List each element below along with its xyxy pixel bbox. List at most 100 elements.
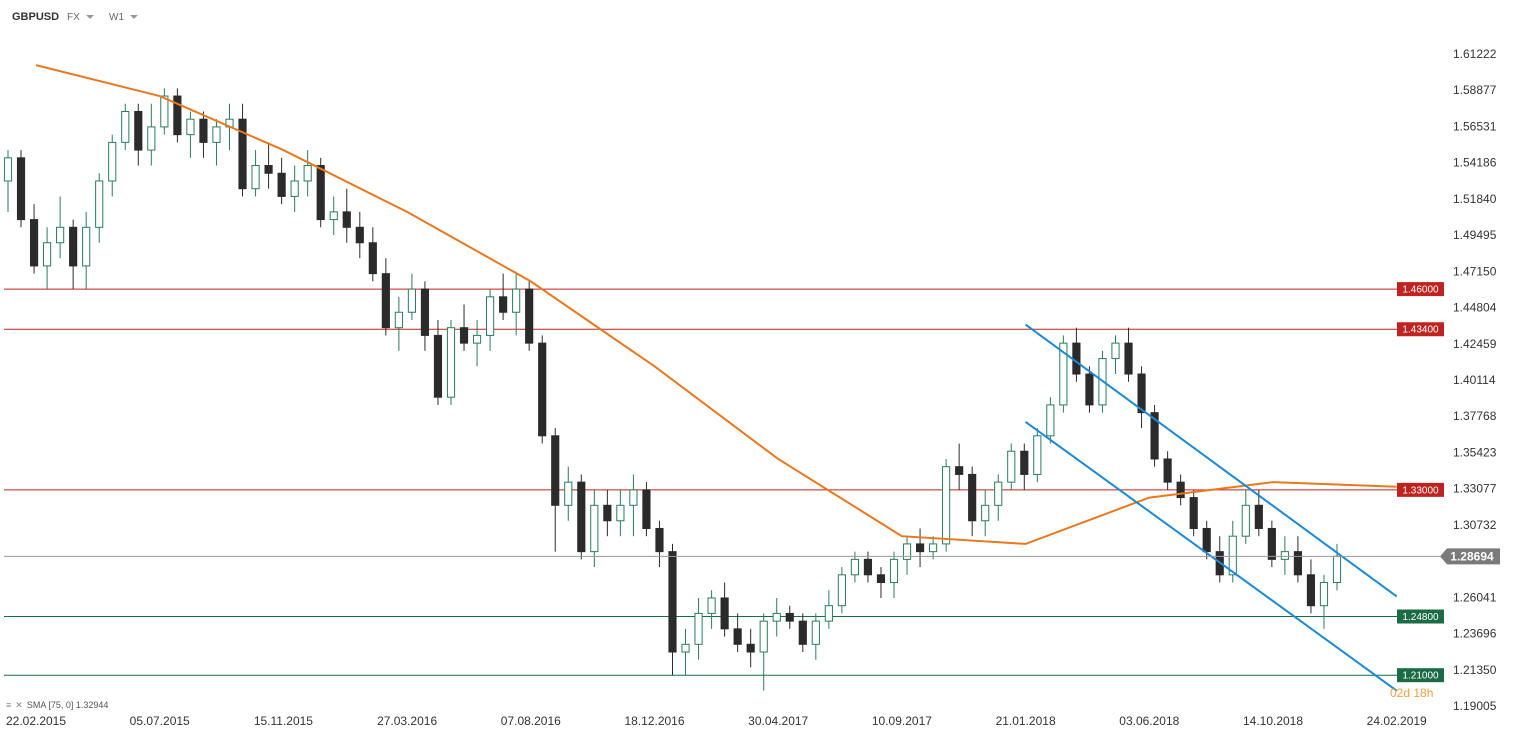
candle-body (459, 327, 469, 344)
candle (420, 281, 430, 351)
candle (381, 258, 390, 336)
candle (785, 605, 794, 629)
candle-body (290, 180, 299, 197)
candle (1306, 559, 1316, 614)
candle (837, 567, 846, 614)
candle (512, 273, 521, 336)
candle-body (329, 211, 338, 221)
candle (394, 296, 403, 351)
close-icon[interactable]: ✕ (15, 700, 23, 710)
candle (629, 474, 638, 537)
candle-body (499, 296, 508, 313)
market-dropdown[interactable]: FX (67, 12, 94, 23)
y-tick-label: 1.47150 (1453, 264, 1497, 278)
candle (1059, 335, 1068, 413)
candle-body (590, 504, 599, 553)
y-tick-label: 1.35423 (1453, 445, 1497, 459)
candle-body (811, 620, 820, 645)
candle-body (1007, 450, 1016, 483)
level-tag (1397, 609, 1444, 624)
y-tick-label: 1.40114 (1453, 373, 1496, 387)
candle-body (863, 558, 873, 576)
candle (942, 458, 951, 552)
candle (1280, 536, 1289, 575)
y-tick-label: 1.19005 (1453, 699, 1497, 713)
candle-body (707, 597, 716, 614)
candle-body (394, 311, 403, 329)
candle-body (668, 551, 677, 653)
candle-body (56, 226, 65, 244)
interval-label: W1 (109, 12, 124, 23)
candle (212, 119, 221, 166)
candle-body (1085, 373, 1094, 406)
candle-body (720, 597, 729, 630)
candle (1007, 443, 1016, 490)
x-tick-label: 30.04.2017 (748, 714, 808, 728)
candle (538, 335, 547, 444)
candle-body (902, 543, 912, 560)
candle-body (446, 327, 456, 398)
candle-body (1059, 342, 1068, 406)
candle (95, 173, 104, 243)
candle (616, 489, 625, 537)
candle (603, 489, 612, 537)
candle (186, 111, 195, 158)
level-tag (1397, 482, 1444, 497)
y-tick-label: 1.54186 (1453, 156, 1497, 170)
candle (668, 543, 677, 676)
candle-body (82, 226, 91, 267)
settings-icon[interactable]: ≡ (6, 700, 12, 710)
candle-body (798, 620, 807, 645)
candle-body (1280, 551, 1289, 560)
y-tick-label: 1.51840 (1453, 192, 1497, 206)
candle-body (173, 95, 182, 136)
candle-timer: 02d 18h (1390, 686, 1434, 700)
candle-body (420, 288, 430, 336)
candle (889, 551, 899, 598)
candle-body (1163, 458, 1172, 483)
x-tick-label: 22.02.2015 (6, 714, 66, 728)
x-tick-label: 24.02.2019 (1367, 714, 1427, 728)
interval-dropdown[interactable]: W1 (109, 12, 138, 23)
candle (69, 219, 78, 290)
current-price-label: 1.28694 (1450, 549, 1494, 563)
candle-body (342, 211, 351, 228)
candle-body (186, 118, 195, 136)
candle (642, 482, 651, 537)
candle (1020, 443, 1029, 490)
candle-body (160, 95, 169, 128)
candle (1137, 366, 1146, 429)
candle (173, 88, 182, 143)
candle-body (16, 157, 26, 221)
candle-body (1332, 555, 1342, 584)
candle (407, 273, 416, 320)
candle (134, 103, 143, 166)
y-tick-label: 1.49495 (1453, 228, 1497, 242)
candle-body (251, 165, 260, 190)
level-label: 1.24800 (1402, 612, 1439, 623)
y-tick-label: 1.30732 (1453, 518, 1497, 532)
y-axis: 1.61222 1.58877 1.56531 1.54186 1.51840 1.494… (1453, 47, 1497, 713)
candle-body (785, 612, 794, 622)
candle (1189, 489, 1198, 537)
candle-body (1293, 551, 1302, 576)
y-tick-label: 1.42459 (1453, 337, 1497, 351)
candle-body (759, 620, 768, 653)
candle-body (316, 165, 325, 221)
candle (772, 597, 781, 637)
candle (1150, 404, 1159, 467)
candle (264, 142, 273, 189)
candle-body (1150, 412, 1159, 460)
candle (16, 150, 26, 228)
level-tag (1397, 282, 1444, 297)
y-tick-label: 1.23696 (1453, 627, 1497, 641)
candle-body (147, 126, 156, 151)
current-price: 1.28694 (4, 548, 1500, 565)
current-price-tag (1440, 548, 1500, 565)
candle-body (69, 226, 78, 267)
y-tick-label: 1.61222 (1453, 47, 1497, 61)
candle (551, 428, 560, 552)
candle-body (1189, 497, 1198, 529)
candle (355, 211, 364, 259)
